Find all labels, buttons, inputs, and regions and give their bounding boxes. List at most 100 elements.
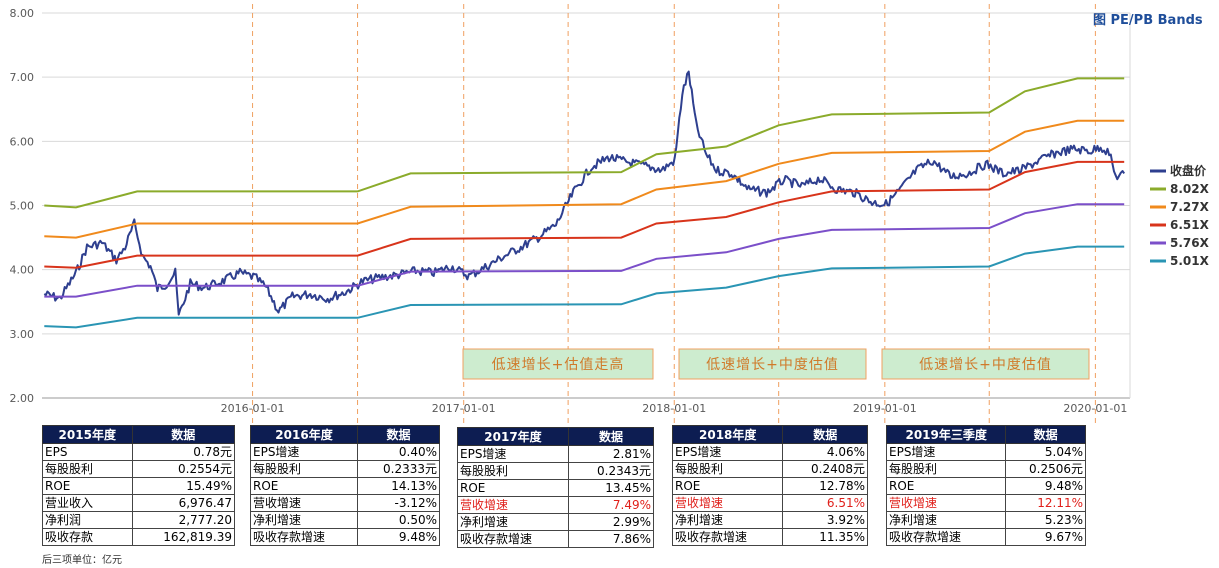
legend-label: 5.01X (1170, 254, 1210, 268)
financial-table: 2019年三季度 数据 EPS增速 5.04% 每股股利 0.2506元 ROE 9.48% 营… (885, 425, 1086, 546)
series-band-line (44, 160, 1125, 269)
row-value: 15.49% (131, 477, 236, 495)
dashed-vertical-lines (252, 4, 1096, 425)
legend-label: 收盘价 (1170, 163, 1207, 178)
row-label: 营收增速 (671, 494, 784, 512)
table-row: 每股股利 0.2408元 (671, 460, 868, 478)
pe-pb-bands-chart: 8.007.006.005.004.003.002.00 2016-01-01 2… (10, 4, 1210, 425)
row-label: 营收增速 (249, 494, 359, 512)
annotation-text: 低速增长+中度估值 (706, 357, 839, 373)
legend-label: 6.51X (1170, 218, 1210, 232)
financial-table: 2017年度 数据 EPS增速 2.81% 每股股利 0.2343元 ROE 13.45% 营收… (457, 427, 655, 548)
x-axis-ticks: 2016-01-01 2017-01-01 2018-01-01 2019-01-01… (221, 402, 1128, 415)
row-label: 吸收存款增速 (671, 528, 784, 546)
row-label: 吸收存款增速 (885, 528, 1007, 546)
table-row: 营收增速 12.11% (885, 494, 1086, 512)
y-tick-label: 2.00 (10, 392, 35, 405)
row-label: ROE (42, 477, 133, 495)
row-label: 净利增速 (457, 513, 569, 531)
table-row: 营收增速 7.49% (457, 496, 655, 514)
row-label: 营业收入 (42, 494, 133, 512)
table-title: 2019年三季度 (885, 425, 1007, 444)
row-label: EPS增速 (457, 445, 569, 463)
row-value: 6.51% (782, 494, 868, 512)
table-row: ROE 12.78% (671, 477, 868, 495)
table-header-value: 数据 (1005, 425, 1086, 444)
annotation-box (462, 348, 654, 380)
y-tick-label: 3.00 (10, 328, 35, 341)
table-row: ROE 13.45% (457, 479, 655, 497)
annotation-text: 低速增长+估值走高 (492, 356, 625, 373)
row-value: 0.50% (357, 511, 440, 529)
legend-label: 5.76X (1170, 236, 1210, 250)
grid-lines (42, 12, 1131, 399)
row-value: 9.67% (1005, 528, 1086, 546)
table-row: 净利增速 0.50% (249, 511, 440, 529)
row-value: 0.78元 (131, 443, 236, 461)
series-band-line (44, 245, 1125, 329)
x-tick-label: 2020-01-01 (1063, 402, 1127, 415)
row-value: 2.99% (567, 513, 655, 531)
table-row: 营收增速 -3.12% (249, 494, 440, 512)
series-close-price-line (43, 70, 1126, 316)
y-tick-label: 7.00 (10, 71, 35, 84)
table-row: 吸收存款增速 9.67% (885, 528, 1086, 546)
table-row: ROE 14.13% (249, 477, 440, 495)
row-value: 14.13% (357, 477, 440, 495)
row-label: 每股股利 (249, 460, 359, 478)
series-band-line (44, 119, 1125, 239)
x-tick-label: 2017-01-01 (432, 402, 496, 415)
row-value: 0.2333元 (357, 460, 440, 478)
row-label: 营收增速 (457, 496, 569, 514)
table-row: ROE 15.49% (42, 477, 236, 495)
row-label: ROE (249, 477, 359, 495)
table-row: 净利增速 2.99% (457, 513, 655, 531)
table-title: 2018年度 (671, 425, 784, 444)
row-label: EPS增速 (885, 443, 1007, 461)
y-tick-label: 5.00 (10, 200, 35, 213)
table-row: 每股股利 0.2554元 (42, 460, 236, 478)
row-value: 12.78% (782, 477, 868, 495)
series-band-line (44, 203, 1125, 298)
series-band-line (44, 77, 1125, 209)
table-title: 2017年度 (457, 427, 569, 446)
row-label: ROE (457, 479, 569, 497)
table-row: 营业收入 6,976.47 (42, 494, 236, 512)
annotation-box (881, 348, 1090, 380)
unit-note: 后三项单位：亿元 (42, 555, 122, 566)
table-row: 吸收存款 162,819.39 (42, 528, 236, 546)
row-value: 11.35% (782, 528, 868, 546)
annotation-box (678, 348, 867, 380)
row-label: 每股股利 (457, 462, 569, 480)
table-row: 每股股利 0.2506元 (885, 460, 1086, 478)
table-header-value: 数据 (131, 425, 236, 444)
table-row: EPS增速 5.04% (885, 443, 1086, 461)
y-axis-ticks: 8.00 7.00 6.00 5.00 4.00 3.00 2.00 (10, 7, 35, 405)
row-value: 9.48% (1005, 477, 1086, 495)
legend: 收盘价 8.02X 7.27X 6.51X 5.76X 5.01X (1150, 163, 1210, 268)
table-row: 吸收存款增速 11.35% (671, 528, 868, 546)
row-value: 5.04% (1005, 443, 1086, 461)
row-label: 每股股利 (42, 460, 133, 478)
row-label: EPS增速 (671, 443, 784, 461)
row-value: 0.2506元 (1005, 460, 1086, 478)
table-row: 净利润 2,777.20 (42, 511, 236, 529)
row-label: 吸收存款增速 (249, 528, 359, 546)
row-value: -3.12% (357, 494, 440, 512)
legend-label: 8.02X (1170, 182, 1210, 196)
series-lines (43, 70, 1126, 329)
table-row: EPS增速 0.40% (249, 443, 440, 461)
table-title: 2016年度 (249, 425, 359, 444)
table-title: 2015年度 (42, 425, 133, 444)
table-row: EPS增速 2.81% (457, 445, 655, 463)
row-label: EPS (42, 443, 133, 461)
row-label: 净利增速 (885, 511, 1007, 529)
x-tick-label: 2019-01-01 (853, 402, 917, 415)
row-value: 5.23% (1005, 511, 1086, 529)
financial-table: 2015年度 数据 EPS 0.78元 每股股利 0.2554元 ROE 15.49% 营业收入… (42, 425, 236, 546)
table-row: 净利增速 5.23% (885, 511, 1086, 529)
row-value: 13.45% (567, 479, 655, 497)
row-label: ROE (885, 477, 1007, 495)
table-row: 吸收存款增速 7.86% (457, 530, 655, 548)
row-value: 12.11% (1005, 494, 1086, 512)
